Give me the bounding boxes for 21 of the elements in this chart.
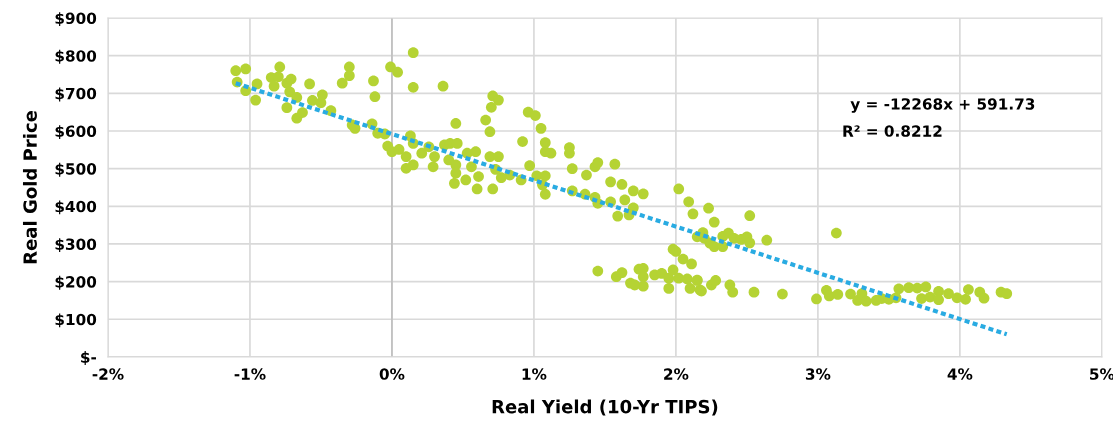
y-tick-label: $600 bbox=[55, 125, 97, 140]
x-tick-label: 3% bbox=[805, 368, 831, 380]
y-tick-label: $200 bbox=[55, 275, 97, 290]
x-axis-title: Real Yield (10-Yr TIPS) bbox=[492, 399, 718, 416]
x-tick-label: 2% bbox=[664, 368, 689, 380]
y-tick-label: $- bbox=[81, 351, 97, 365]
y-tick-label: $500 bbox=[55, 162, 97, 177]
x-tick-label: -2% bbox=[92, 368, 124, 380]
y-tick-label: $100 bbox=[55, 313, 97, 328]
y-tick-label: $400 bbox=[55, 200, 97, 215]
y-tick-label: $700 bbox=[55, 87, 97, 102]
y-axis-title: Real Gold Price bbox=[22, 111, 37, 264]
y-tick-label: $300 bbox=[55, 238, 97, 253]
annotation: R² = 0.8212 bbox=[843, 125, 942, 137]
y-tick-label: $800 bbox=[55, 49, 97, 64]
y-tick-label: $900 bbox=[55, 12, 97, 27]
x-tick-label: 0% bbox=[379, 368, 405, 380]
x-tick-label: 4% bbox=[947, 368, 973, 380]
x-tick-label: 1% bbox=[522, 368, 547, 380]
x-tick-label: -1% bbox=[234, 368, 266, 380]
annotation: y = -12268x + 591.73 bbox=[850, 98, 1035, 113]
